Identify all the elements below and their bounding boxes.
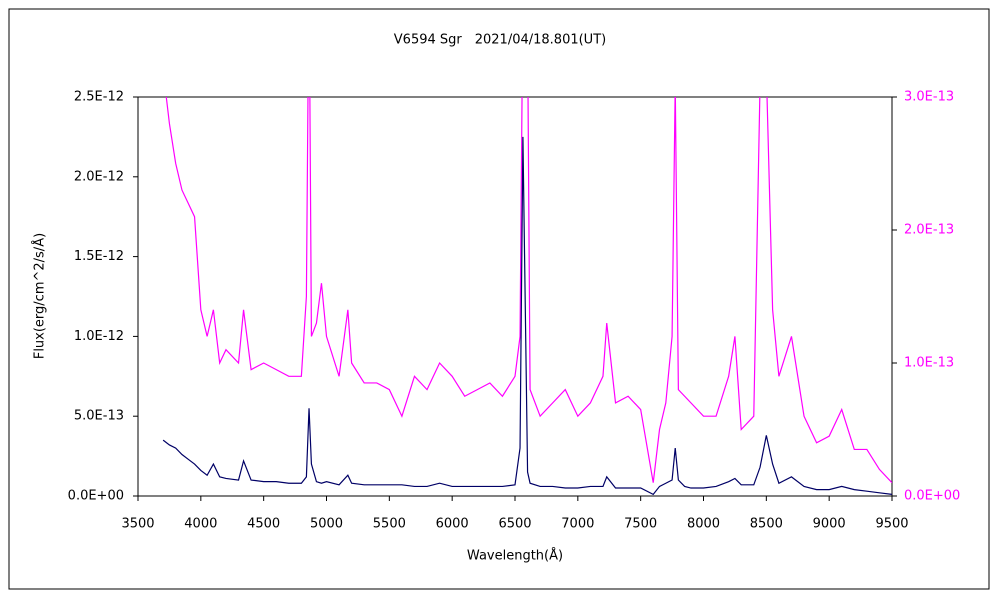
x-tick-label: 8000 [687,517,720,532]
y2-tick-label: 0.0E+00 [904,489,960,504]
y-tick-label: 1.0E-12 [74,329,124,344]
chart-title: V6594 Sgr 2021/04/18.801(UT) [394,33,606,48]
x-tick-label: 5000 [310,517,343,532]
x-tick-label: 9000 [813,517,846,532]
x-tick-label: 7000 [561,517,594,532]
y-tick-label: 1.5E-12 [74,249,124,264]
x-tick-label: 7500 [624,517,657,532]
x-tick-label: 9500 [875,517,908,532]
x-tick-label: 6500 [498,517,531,532]
y2-tick-label: 3.0E-13 [904,90,954,105]
y-tick-label: 2.5E-12 [74,90,124,105]
series-line [162,136,892,496]
y2-tick-label: 1.0E-13 [904,356,954,371]
y-tick-label: 0.0E+00 [68,489,124,504]
x-tick-label: 5500 [373,517,406,532]
x-tick-label: 8500 [750,517,783,532]
series-line [165,97,892,484]
chart-border [8,8,990,590]
y-tick-label: 2.0E-12 [74,169,124,184]
x-tick-label: 4000 [184,517,217,532]
x-tick-label: 6000 [436,517,469,532]
y-axis-label: Flux(erg/cm^2/s/Å) [32,233,48,359]
y2-tick-label: 2.0E-13 [904,223,954,238]
y-tick-label: 5.0E-13 [74,409,124,424]
x-axis-label: Wavelength(Å) [467,548,563,564]
x-tick-label: 3500 [121,517,154,532]
x-tick-label: 4500 [247,517,280,532]
